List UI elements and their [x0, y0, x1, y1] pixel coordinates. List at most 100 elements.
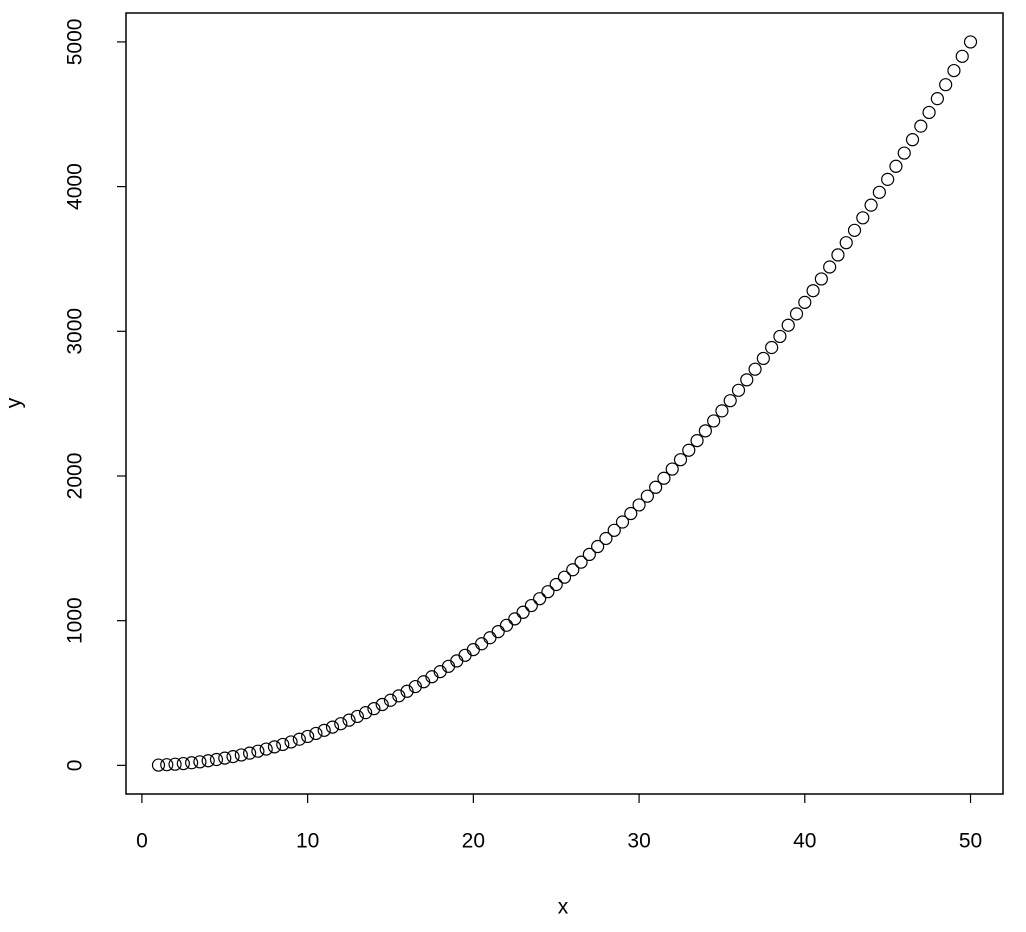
point	[864, 198, 878, 212]
point	[566, 563, 580, 577]
point	[508, 612, 522, 626]
point	[218, 751, 232, 765]
point	[284, 735, 298, 749]
y-tick-label: 1000	[64, 597, 87, 644]
x-tick-label: 40	[793, 830, 816, 853]
point	[582, 547, 596, 562]
point	[541, 585, 555, 599]
point	[549, 577, 563, 592]
point	[673, 453, 688, 467]
point	[176, 756, 190, 771]
point	[499, 618, 514, 632]
point	[905, 133, 920, 147]
point	[400, 684, 414, 698]
point	[383, 693, 398, 707]
point	[781, 318, 795, 332]
point	[872, 185, 886, 199]
point	[226, 750, 240, 764]
y-tick-label: 0	[64, 760, 87, 772]
point	[715, 404, 729, 418]
point	[193, 755, 207, 769]
point	[947, 63, 961, 78]
point	[839, 236, 853, 250]
point	[665, 462, 679, 476]
point	[408, 679, 422, 694]
point	[599, 531, 613, 546]
point	[168, 757, 182, 771]
point	[574, 555, 588, 569]
point	[939, 78, 953, 92]
point	[359, 706, 373, 720]
point	[690, 434, 704, 448]
point	[160, 758, 174, 772]
point	[301, 729, 315, 744]
y-tick-label: 4000	[64, 163, 87, 210]
y-axis-label: y	[3, 397, 26, 408]
point	[557, 570, 572, 584]
point	[914, 119, 928, 133]
point	[317, 723, 331, 737]
point	[657, 471, 671, 485]
point	[375, 697, 389, 712]
point	[856, 211, 870, 225]
point	[765, 340, 779, 355]
point	[897, 146, 911, 160]
point	[798, 295, 812, 309]
point	[466, 643, 480, 657]
point	[773, 329, 787, 344]
point	[640, 489, 654, 503]
point	[475, 637, 489, 651]
point	[516, 605, 530, 619]
point	[185, 756, 199, 770]
point	[243, 746, 257, 760]
point	[814, 272, 828, 286]
point	[201, 754, 215, 768]
point	[707, 414, 721, 428]
plot-box	[125, 12, 1004, 795]
point	[450, 654, 464, 668]
point	[731, 383, 746, 397]
point	[806, 284, 820, 298]
point	[748, 362, 762, 376]
point	[533, 592, 547, 606]
point	[632, 498, 646, 512]
point	[524, 598, 538, 613]
point	[292, 732, 306, 746]
point	[881, 172, 895, 186]
x-tick-label: 10	[296, 830, 319, 853]
point	[682, 443, 696, 457]
point	[267, 740, 282, 754]
point	[591, 539, 605, 554]
point	[847, 223, 862, 237]
point	[458, 648, 472, 662]
point	[276, 737, 290, 752]
point	[698, 424, 712, 438]
point	[649, 480, 663, 494]
point	[367, 702, 381, 716]
point	[963, 35, 978, 49]
point	[392, 689, 406, 703]
point	[889, 159, 903, 173]
point	[756, 351, 770, 366]
y-tick-label: 5000	[64, 19, 87, 66]
y-tick-label: 2000	[64, 453, 87, 500]
point	[823, 260, 837, 274]
point	[624, 506, 638, 521]
point	[831, 248, 845, 262]
point	[922, 105, 936, 120]
point	[309, 726, 323, 741]
x-tick-label: 30	[627, 830, 650, 853]
x-tick-label: 20	[462, 830, 485, 853]
point	[483, 631, 497, 645]
point	[607, 523, 621, 537]
point	[441, 659, 456, 673]
y-tick-label: 3000	[64, 308, 87, 355]
point	[491, 624, 505, 639]
point	[930, 92, 944, 106]
x-tick-label: 0	[136, 830, 148, 853]
point	[955, 49, 969, 63]
point	[350, 709, 364, 724]
point	[251, 744, 265, 758]
point	[325, 720, 340, 734]
